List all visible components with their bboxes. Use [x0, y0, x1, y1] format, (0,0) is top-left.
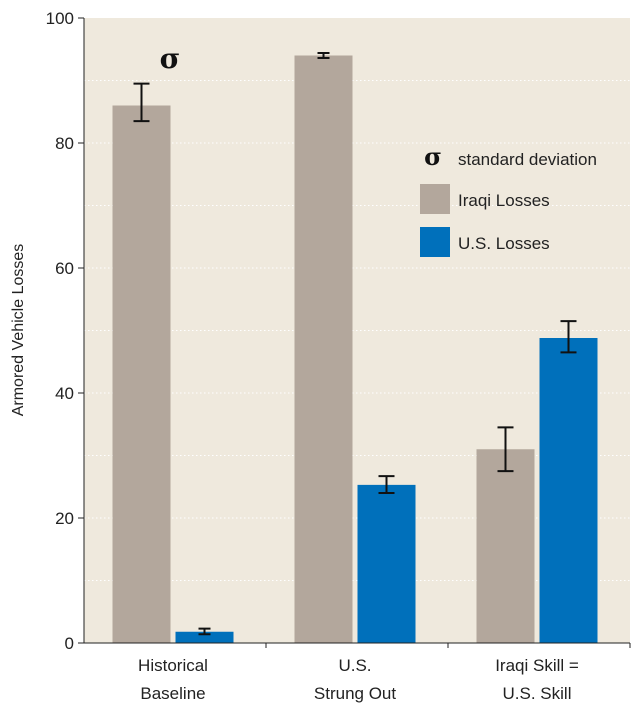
y-tick-label: 0 — [65, 634, 74, 653]
bar-iraqi-1 — [294, 55, 353, 643]
y-tick-label: 40 — [55, 384, 74, 403]
y-tick-label: 20 — [55, 509, 74, 528]
error-bar — [378, 475, 395, 494]
bar-iraqi-0 — [112, 105, 171, 643]
bars — [112, 55, 598, 643]
x-tick-labels: Historical Baseline U.S. Strung Out Iraqi Sk… — [138, 643, 631, 703]
y-tick-label: 60 — [55, 259, 74, 278]
x-tick-label: Historical Baseline — [138, 656, 208, 703]
y-tick-label: 100 — [46, 9, 74, 28]
legend-swatch-iraqi — [420, 184, 450, 214]
legend: σ standard deviation Iraqi Losses U.S. L… — [420, 142, 597, 257]
x-tick-label: Iraqi Skill = U.S. Skill — [495, 656, 579, 703]
error-bar — [317, 52, 330, 59]
y-ticks: 0 20 40 60 80 100 — [46, 9, 84, 653]
error-bar — [560, 320, 577, 354]
x-tick-label: U.S. Strung Out — [314, 656, 396, 703]
error-bars — [133, 52, 577, 636]
sigma-annotation-icon: σ — [160, 42, 181, 75]
legend-label-iraqi: Iraqi Losses — [458, 191, 550, 210]
legend-sigma-label: standard deviation — [458, 150, 597, 169]
legend-swatch-us — [420, 227, 450, 257]
bar-us-2 — [539, 338, 598, 643]
bar-iraqi-2 — [476, 449, 535, 643]
error-bar — [133, 82, 150, 123]
gridlines — [84, 80, 630, 581]
y-tick-label: 80 — [55, 134, 74, 153]
y-axis-title: Armored Vehicle Losses — [10, 244, 27, 417]
bar-us-1 — [357, 484, 416, 643]
legend-sigma-icon: σ — [424, 142, 442, 171]
bar-us-0 — [175, 631, 234, 643]
error-bar — [497, 426, 514, 473]
error-bar — [198, 627, 211, 636]
legend-label-us: U.S. Losses — [458, 234, 550, 253]
